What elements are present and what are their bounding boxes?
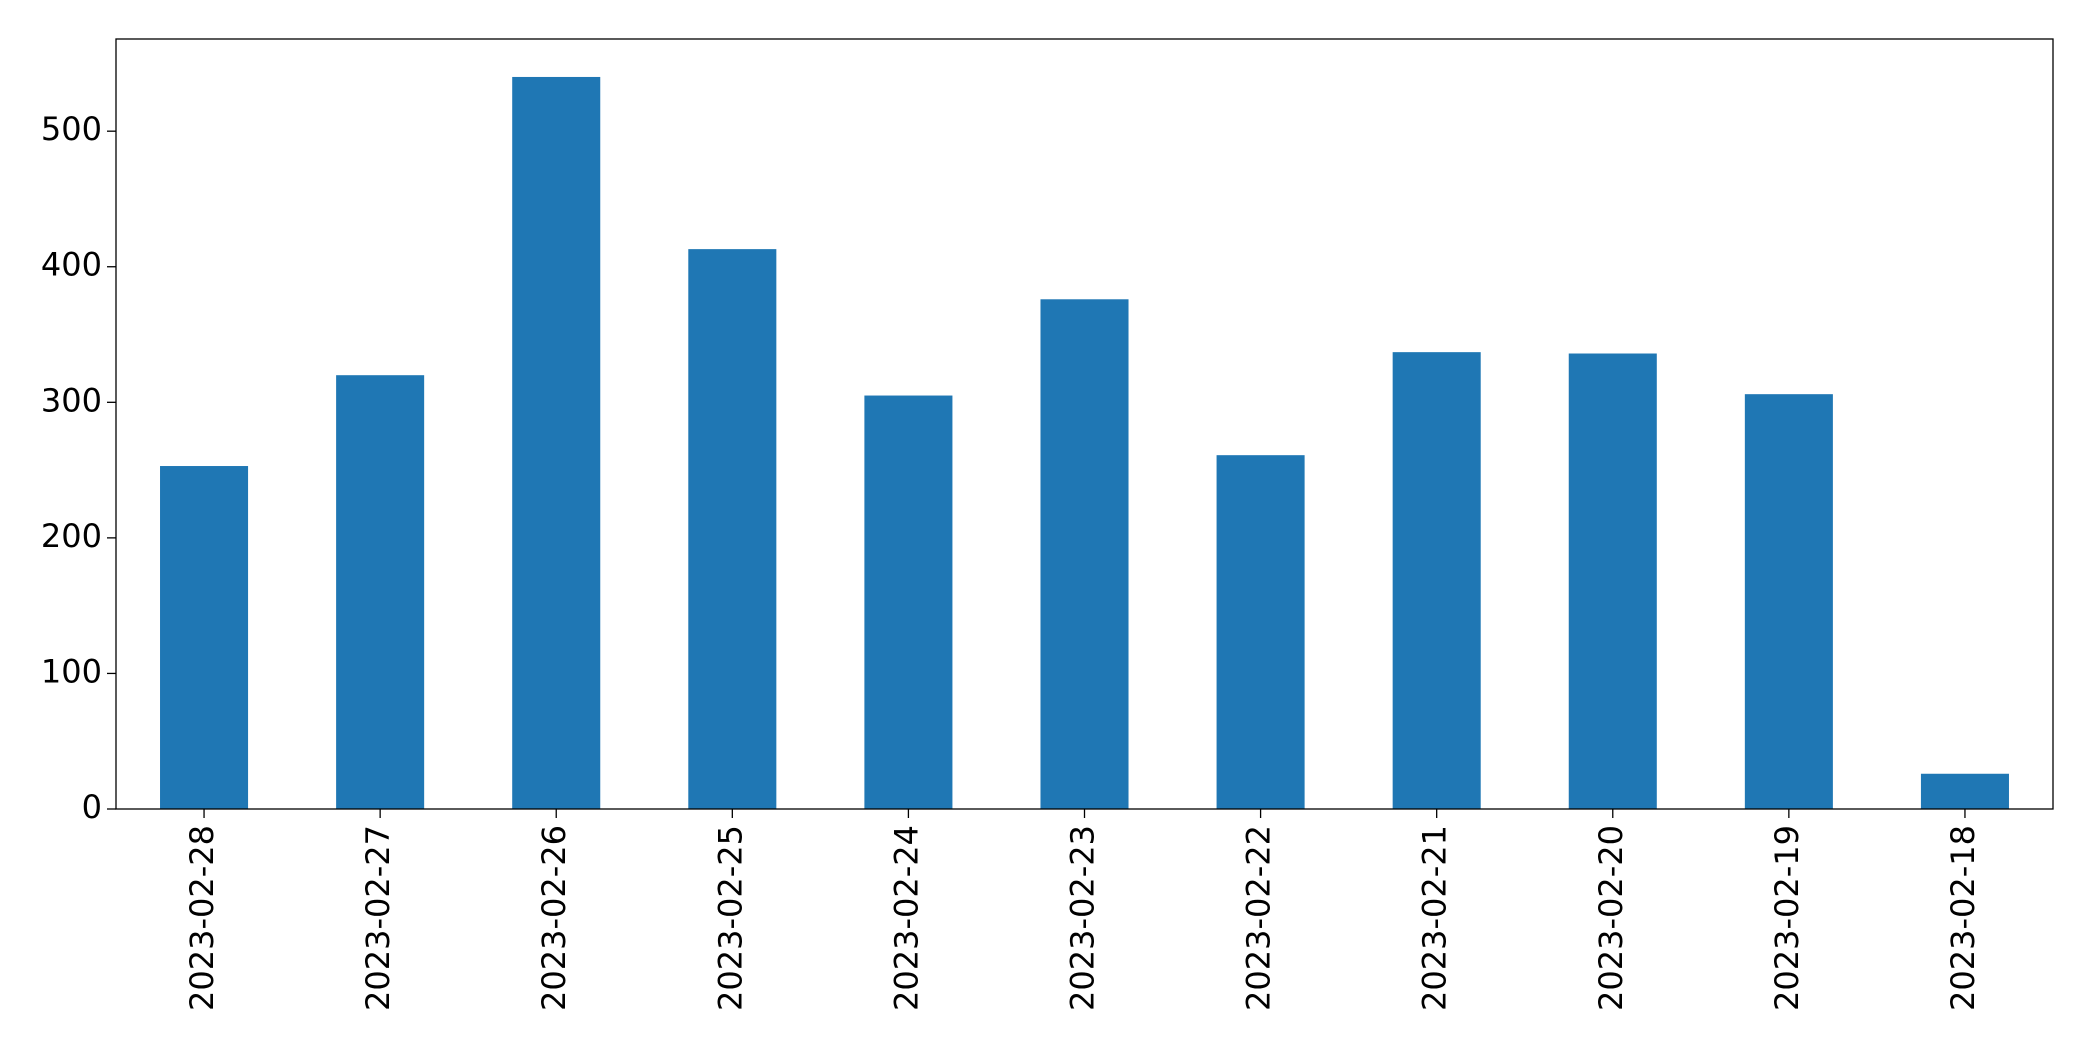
y-tick-label: 200 — [41, 517, 102, 555]
x-tick-label: 2023-02-27 — [359, 825, 397, 1011]
bar — [160, 466, 249, 809]
bar — [512, 76, 601, 809]
y-tick-label: 300 — [41, 381, 102, 419]
bar — [864, 395, 953, 809]
plot-frame — [115, 38, 2054, 810]
bar — [1744, 394, 1833, 809]
x-tick-label: 2023-02-21 — [1416, 825, 1454, 1011]
bar — [336, 375, 425, 809]
x-tick-label: 2023-02-28 — [183, 825, 221, 1011]
bar — [688, 249, 777, 810]
bar — [1216, 455, 1305, 809]
x-tick-label: 2023-02-23 — [1064, 825, 1102, 1011]
bar — [1920, 773, 2009, 809]
bar — [1040, 299, 1129, 809]
y-tick-label: 500 — [41, 110, 102, 148]
y-tick-label: 400 — [41, 246, 102, 284]
bar — [1568, 353, 1657, 809]
y-tick-label: 0 — [82, 788, 102, 826]
bar — [1392, 352, 1481, 809]
x-tick-label: 2023-02-24 — [887, 825, 925, 1011]
x-tick-label: 2023-02-22 — [1240, 825, 1278, 1011]
x-tick-label: 2023-02-26 — [535, 825, 573, 1011]
x-tick-label: 2023-02-20 — [1592, 825, 1630, 1011]
y-tick-label: 100 — [41, 652, 102, 690]
x-tick-label: 2023-02-25 — [711, 825, 749, 1011]
x-tick-label: 2023-02-18 — [1944, 825, 1982, 1011]
x-tick-label: 2023-02-19 — [1768, 825, 1806, 1011]
